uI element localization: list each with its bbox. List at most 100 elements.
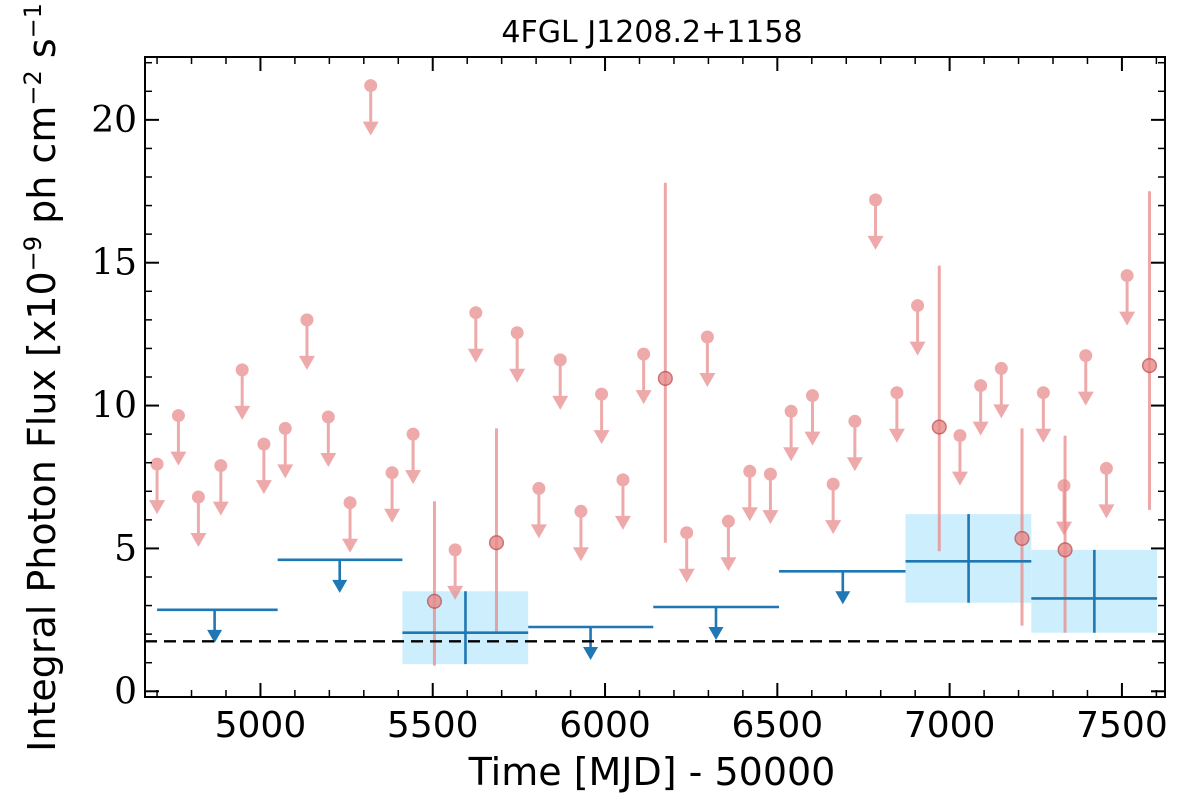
upper-limit-arrowhead [741, 507, 758, 522]
short-bin-upper-limit-23 [699, 330, 716, 387]
short-bin-upper-limit-11 [384, 466, 401, 523]
upper-limit-arrowhead [170, 451, 187, 466]
long-bin-markers [157, 514, 1158, 665]
upper-limit-arrowhead [825, 520, 842, 535]
short-bin-upper-limit-28 [804, 389, 821, 446]
upper-limit-arrowhead [467, 348, 484, 363]
upper-limit-arrowhead [298, 355, 315, 370]
upper-limit-point [700, 330, 714, 344]
short-bin-upper-limit-35 [972, 379, 989, 436]
short-bin-detection-2 [657, 182, 673, 543]
short-bin-upper-limit-0 [149, 457, 166, 515]
short-bin-upper-limit-37 [1035, 386, 1052, 443]
long-bin-arrowhead [835, 591, 851, 605]
upper-limit-point [763, 467, 777, 481]
upper-limit-arrowhead [993, 404, 1010, 419]
upper-limit-point [343, 496, 357, 510]
upper-limit-arrowhead [530, 524, 547, 539]
upper-limit-arrowhead [720, 557, 737, 572]
y-axis-label-units-exp: −2 [19, 70, 47, 105]
short-bin-upper-limit-31 [867, 193, 884, 250]
upper-limit-arrowhead [342, 538, 359, 553]
upper-limit-arrowhead [614, 515, 631, 530]
upper-limit-arrowhead [447, 585, 464, 600]
upper-limit-arrowhead [972, 421, 989, 436]
short-bin-upper-limit-27 [783, 404, 800, 462]
short-bin-upper-limit-36 [993, 361, 1010, 419]
y-axis-label: Integral Photon Flux [x10−9 ph cm−2 s−1] [19, 0, 64, 752]
y-axis-label-s: s [20, 38, 64, 70]
y-tick-label: 0 [114, 671, 137, 712]
short-bin-markers [149, 79, 1158, 666]
long-bin-arrowhead [332, 579, 348, 593]
short-bin-upper-limit-34 [951, 429, 968, 486]
upper-limit-arrowhead [804, 431, 821, 446]
upper-limit-point [171, 409, 185, 423]
upper-limit-point [743, 464, 757, 478]
upper-limit-point [532, 481, 546, 495]
long-bin-detection-1 [905, 514, 1032, 603]
short-bin-upper-limit-12 [405, 427, 422, 485]
upper-limit-arrowhead [1035, 428, 1052, 443]
x-tick-label: 7500 [1076, 705, 1168, 746]
short-bin-upper-limit-7 [298, 313, 315, 370]
y-axis-label-close: ] [20, 0, 64, 3]
long-bin-arrowhead [583, 647, 599, 660]
upper-limit-point [805, 389, 819, 403]
upper-limit-arrowhead [405, 470, 422, 485]
short-bin-upper-limit-32 [888, 386, 905, 443]
upper-limit-arrowhead [277, 464, 294, 479]
upper-limit-arrowhead [678, 568, 695, 583]
short-bin-upper-limit-6 [277, 421, 294, 479]
upper-limit-arrowhead [867, 235, 884, 250]
short-bin-upper-limit-1 [170, 409, 187, 466]
upper-limit-point [1079, 349, 1093, 363]
short-bin-upper-limit-40 [1098, 461, 1115, 519]
upper-limit-arrowhead [190, 533, 207, 547]
short-bin-upper-limit-22 [678, 526, 695, 583]
short-bin-upper-limit-5 [255, 437, 272, 495]
upper-limit-point [869, 193, 883, 207]
short-bin-upper-limit-26 [762, 467, 779, 525]
upper-limit-point [848, 414, 862, 428]
long-bin-upper-limit-4 [779, 569, 906, 605]
upper-limit-point [595, 387, 609, 401]
short-bin-detection-0 [426, 501, 443, 666]
x-tick-label: 6500 [732, 705, 824, 746]
short-bin-upper-limit-14 [467, 306, 484, 363]
upper-limit-point [826, 477, 840, 491]
detection-point [657, 370, 673, 386]
long-bin-upper-limit-2 [528, 625, 654, 660]
short-bin-upper-limit-30 [846, 414, 863, 472]
chart-title: 4FGL J1208.2+1158 [501, 15, 802, 50]
upper-limit-point [300, 313, 314, 327]
y-axis-label-main: Integral Photon Flux [x10 [20, 271, 64, 752]
long-bin-detection-0 [402, 591, 529, 665]
short-bin-detection-1 [488, 428, 505, 633]
long-bin-arrowhead [708, 627, 724, 640]
short-bin-upper-limit-33 [909, 299, 926, 356]
x-tick-label: 5500 [387, 705, 479, 746]
upper-limit-arrowhead [762, 510, 779, 525]
upper-limit-arrowhead [255, 480, 272, 495]
long-bin-upper-limit-1 [277, 558, 403, 593]
detection-point [426, 593, 443, 609]
upper-limit-arrowhead [909, 341, 926, 356]
upper-limit-point [890, 386, 904, 400]
upper-limit-point [257, 437, 271, 451]
y-tick-label: 10 [91, 386, 137, 427]
upper-limit-point [191, 490, 205, 504]
upper-limit-point [321, 410, 335, 424]
short-bin-upper-limit-4 [234, 363, 251, 420]
upper-limit-point [553, 353, 567, 367]
upper-limit-point [510, 326, 524, 340]
detection-point [1014, 530, 1030, 546]
upper-limit-point [448, 543, 462, 557]
y-axis-label-exp: −9 [19, 236, 47, 271]
upper-limit-point [911, 299, 925, 313]
y-tick-label: 20 [91, 100, 137, 141]
long-bin-arrowhead [207, 629, 223, 643]
upper-limit-arrowhead [212, 501, 229, 516]
upper-limit-arrowhead [384, 508, 401, 523]
upper-limit-point [953, 429, 967, 443]
